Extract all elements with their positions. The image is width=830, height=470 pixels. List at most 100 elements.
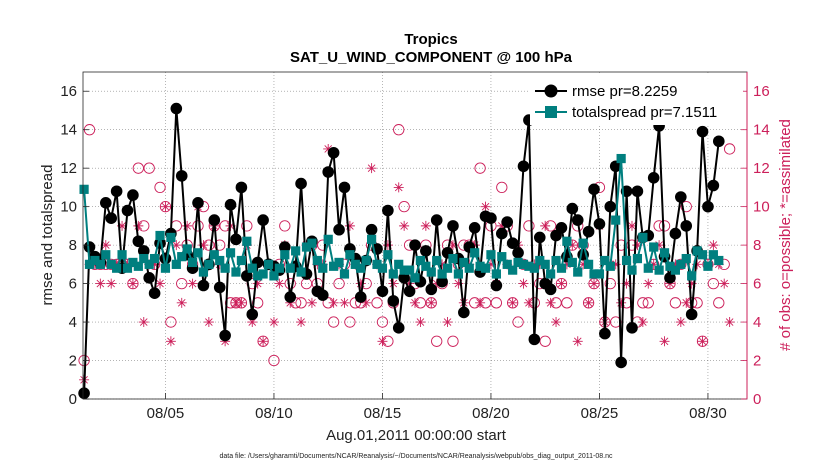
- totalspread-point: [117, 250, 127, 260]
- obs-assimilated-marker: [675, 317, 686, 328]
- rmse-point: [376, 285, 389, 298]
- obs-assimilated-marker: [182, 220, 193, 231]
- y2-tick-label: 8: [753, 237, 761, 254]
- obs-assimilated-marker: [632, 240, 643, 251]
- totalspread-point: [432, 255, 442, 266]
- totalspread-point: [150, 253, 160, 264]
- totalspread-point: [242, 236, 252, 246]
- totalspread-point: [546, 269, 556, 279]
- totalspread-point: [318, 263, 328, 273]
- obs-possible-marker: [555, 277, 568, 290]
- rmse-point: [685, 308, 698, 321]
- totalspread-point: [323, 234, 333, 244]
- rmse-point: [631, 185, 644, 198]
- y2-axis-label: # of obs: o=possible; *=assimilated: [777, 119, 794, 351]
- obs-assimilated-marker: [518, 278, 529, 289]
- rmse-point: [170, 102, 183, 115]
- y-tick-label: 0: [69, 391, 77, 408]
- obs-assimilated-marker: [589, 278, 600, 289]
- y2-tick-label: 16: [753, 83, 770, 100]
- rmse-point: [105, 212, 118, 224]
- rmse-point: [506, 237, 519, 249]
- legend-rmse-marker: [544, 84, 558, 98]
- totalspread-point: [101, 250, 111, 260]
- obs-assimilated-marker: [117, 220, 128, 231]
- totalspread-point: [204, 259, 214, 269]
- obs-assimilated-marker: [475, 297, 486, 308]
- obs-assimilated-marker: [578, 259, 589, 270]
- obs-possible-marker: [393, 124, 405, 136]
- rmse-point: [604, 200, 617, 213]
- rmse-point: [208, 214, 221, 226]
- obs-assimilated-marker: [176, 297, 187, 308]
- totalspread-point: [665, 261, 675, 271]
- totalspread-point: [269, 271, 279, 281]
- totalspread-point: [193, 248, 203, 258]
- obs-assimilated-marker: [485, 259, 496, 270]
- obs-assimilated-marker: [692, 259, 703, 270]
- rmse-point: [528, 333, 541, 346]
- rmse-point: [295, 177, 307, 190]
- x-tick-label: 08/25: [581, 405, 619, 422]
- rmse-point: [712, 135, 725, 148]
- obs-possible-marker: [506, 297, 519, 309]
- obs-assimilated-marker: [171, 240, 182, 251]
- totalspread-point: [394, 259, 404, 269]
- y2-tick-label: 0: [753, 391, 761, 408]
- totalspread-point: [470, 248, 480, 258]
- obs-assimilated-marker: [165, 336, 176, 347]
- obs-possible-marker: [143, 162, 155, 174]
- totalspread-point: [502, 259, 512, 269]
- obs-possible-marker: [376, 316, 389, 328]
- totalspread-point: [627, 265, 637, 275]
- totalspread-point: [524, 261, 534, 271]
- y-tick-label: 12: [60, 160, 77, 177]
- obs-assimilated-marker: [697, 336, 708, 347]
- totalspread-point: [339, 269, 350, 279]
- rmse-point: [582, 225, 595, 238]
- rmse-point: [409, 239, 421, 251]
- obs-assimilated-marker: [149, 259, 160, 270]
- obs-possible-marker: [295, 297, 307, 309]
- rmse-point: [327, 146, 340, 159]
- obs-assimilated-marker: [540, 220, 551, 231]
- totalspread-point: [464, 263, 474, 273]
- obs-possible-marker: [431, 335, 443, 347]
- rmse-point: [436, 275, 448, 288]
- rmse-point: [647, 171, 660, 184]
- obs-possible-marker: [561, 297, 573, 309]
- totalspread-point: [160, 263, 171, 273]
- totalspread-point: [106, 259, 116, 269]
- rmse-point: [664, 272, 676, 284]
- totalspread-point: [649, 242, 659, 252]
- totalspread-point: [437, 269, 447, 279]
- left-y-ticks: 0 2 4 6 8 10 12 14 16: [60, 83, 89, 408]
- totalspread-point: [426, 267, 436, 277]
- rmse-point: [615, 356, 627, 369]
- rmse-point: [235, 181, 248, 194]
- obs-possible-marker: [653, 220, 665, 232]
- obs-assimilated-marker: [447, 240, 458, 251]
- totalspread-point: [562, 236, 572, 246]
- totalspread-point: [356, 263, 366, 273]
- data-file-footnote: data file: /Users/gharamti/Documents/NCA…: [219, 453, 613, 460]
- obs-assimilated-marker: [480, 201, 491, 212]
- obs-assimilated-marker: [388, 278, 399, 289]
- totalspread-point: [486, 250, 496, 260]
- totalspread-point: [643, 263, 653, 273]
- obs-assimilated-marker: [344, 220, 355, 231]
- obs-assimilated-marker: [686, 278, 697, 289]
- totalspread-point: [166, 232, 176, 243]
- totalspread-point: [708, 250, 718, 260]
- totalspread-point: [79, 184, 89, 194]
- obs-assimilated-marker: [258, 336, 269, 347]
- totalspread-point: [497, 252, 507, 262]
- obs-possible-marker: [371, 297, 383, 309]
- totalspread-point: [535, 255, 545, 266]
- totalspread-point: [589, 269, 599, 279]
- totalspread-point: [187, 257, 198, 268]
- obs-assimilated-marker: [681, 297, 692, 308]
- totalspread-point: [480, 263, 491, 273]
- x-tick-label: 08/10: [255, 405, 293, 422]
- y-tick-label: 14: [60, 122, 77, 139]
